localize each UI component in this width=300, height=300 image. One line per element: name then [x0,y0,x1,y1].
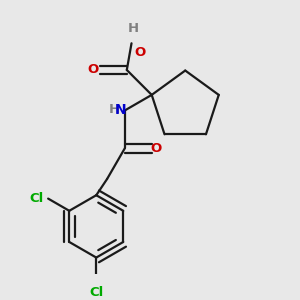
Text: H: H [127,22,138,35]
Text: O: O [134,46,146,59]
Text: N: N [115,103,127,118]
Text: H: H [109,103,120,116]
Text: O: O [150,142,161,155]
Text: Cl: Cl [89,286,103,299]
Text: Cl: Cl [29,192,43,205]
Text: O: O [88,64,99,76]
